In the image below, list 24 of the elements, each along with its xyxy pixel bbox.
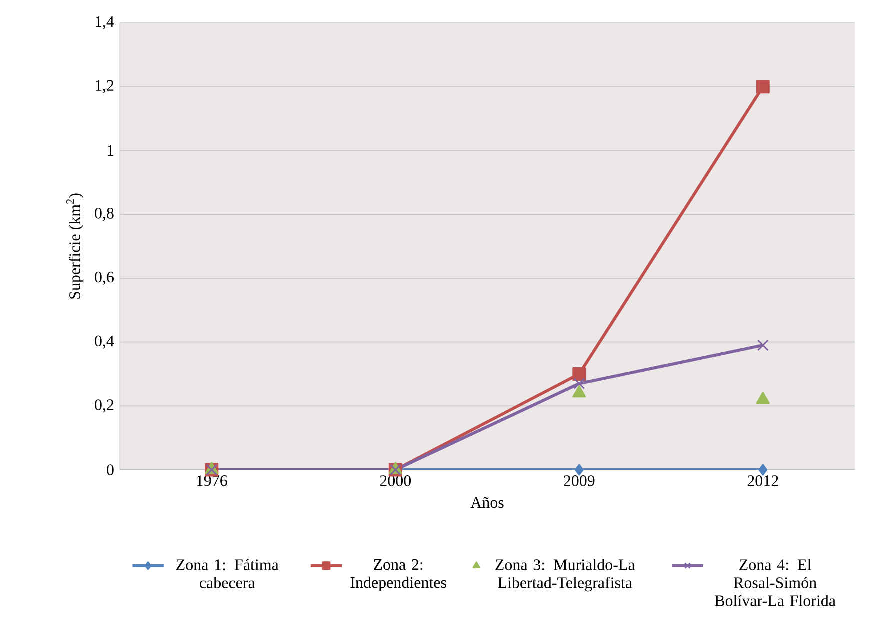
point [572, 367, 586, 381]
x-tick-label: 2009 [564, 476, 595, 486]
point [756, 80, 770, 94]
point [757, 340, 769, 352]
y-axis-title: Superficie (km$^{2}$) [66, 194, 84, 299]
y-tick-label: 0,8 [95, 208, 114, 222]
y-tick-label: 0,6 [95, 272, 114, 285]
point [572, 386, 586, 398]
y-tick-label: 0,2 [95, 400, 114, 413]
y-tick-label: 1,2 [96, 80, 114, 94]
x-tick-label: 2012 [748, 476, 778, 486]
y-tick-label: 0 [107, 464, 114, 476]
point [574, 464, 584, 476]
legend-label: Zona 1: Fátima cabecera [176, 559, 279, 588]
legend-label: Zona 3: Murialdo-La Libertad-Telegrafista [496, 559, 636, 592]
point [574, 378, 586, 390]
x-axis-title: Años [470, 497, 504, 508]
legend-label: Zona 4: El Rosal-Simón Bolívar-La Florida [715, 559, 836, 606]
point [756, 392, 770, 404]
y-tick-label: 0,4 [95, 336, 114, 349]
point [758, 464, 768, 476]
y-tick-label: 1 [108, 145, 114, 156]
legend-label: Zona 2: Independientes [350, 559, 446, 592]
y-tick-label: 1,4 [96, 16, 114, 30]
